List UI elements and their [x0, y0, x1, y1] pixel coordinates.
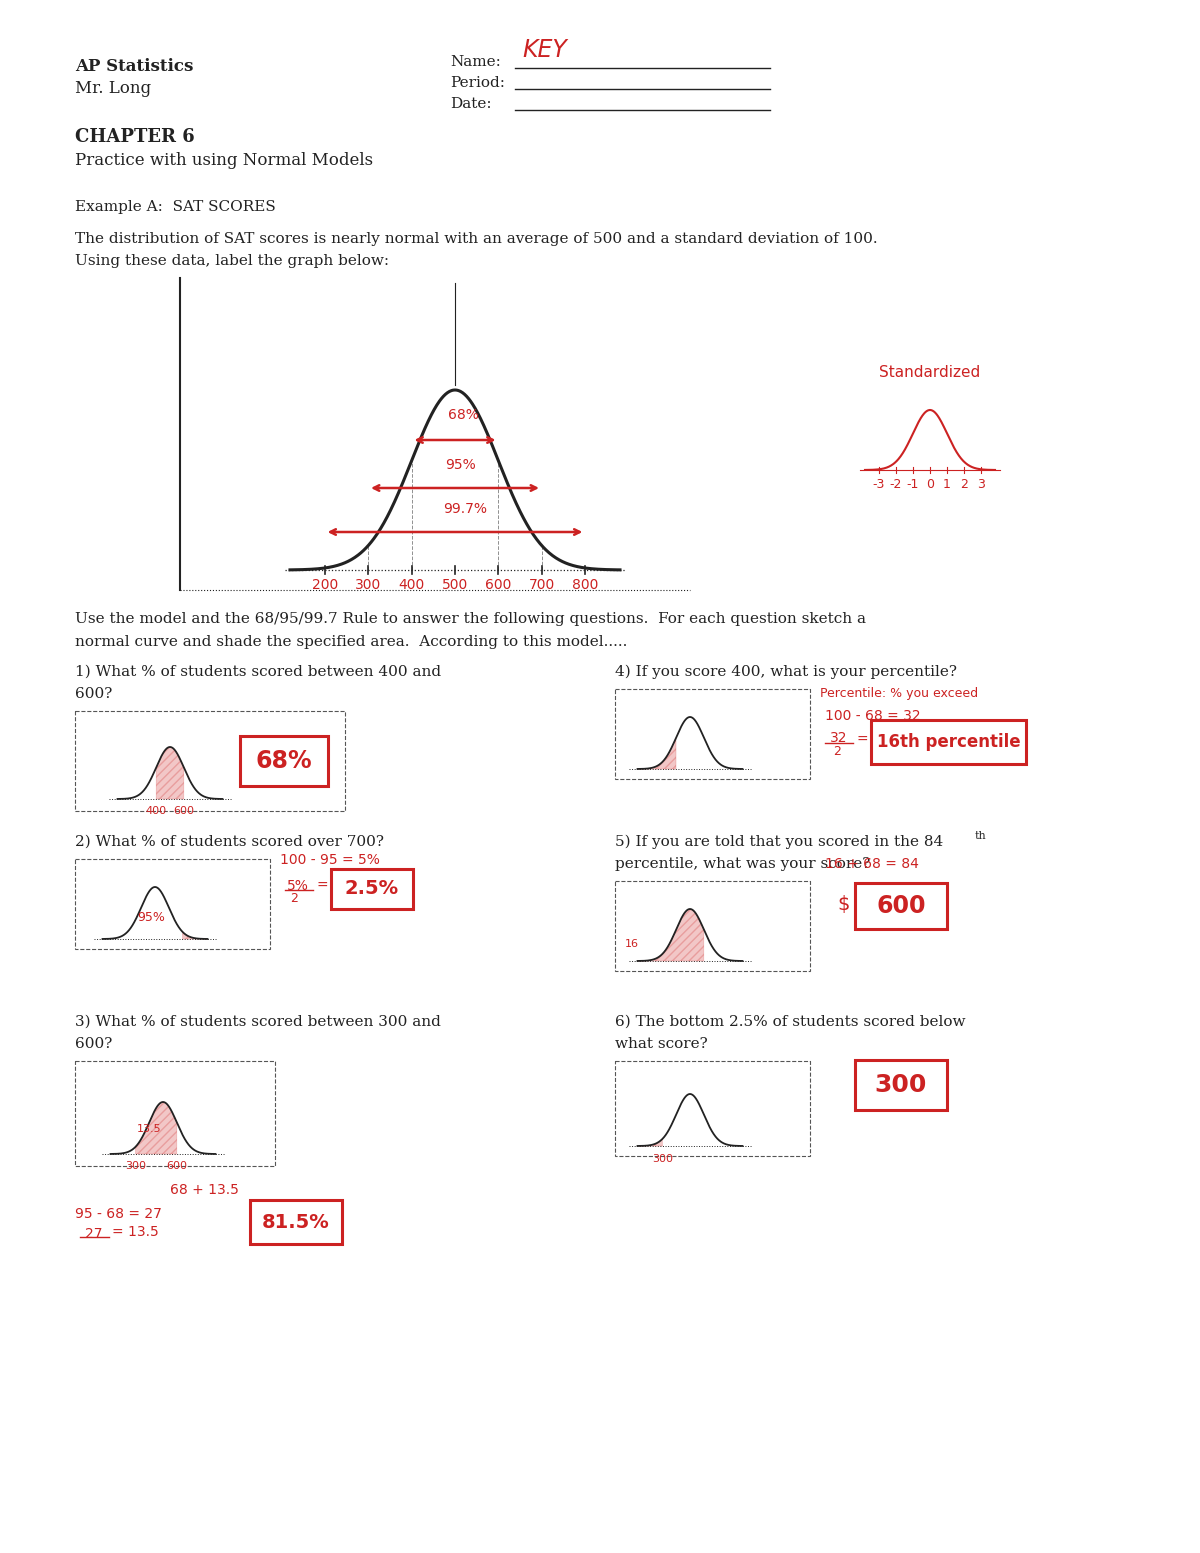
Text: 2.5%: 2.5%: [344, 879, 400, 899]
Text: 100 - 68 = 32: 100 - 68 = 32: [826, 710, 920, 724]
Text: th: th: [974, 831, 986, 842]
Text: 600: 600: [485, 578, 511, 592]
Text: 400: 400: [398, 578, 425, 592]
Text: Name:: Name:: [450, 54, 500, 68]
Text: 300: 300: [355, 578, 382, 592]
Text: 400: 400: [145, 806, 167, 815]
Text: 4) If you score 400, what is your percentile?: 4) If you score 400, what is your percen…: [616, 665, 958, 679]
Text: Use the model and the 68/95/99.7 Rule to answer the following questions.  For ea: Use the model and the 68/95/99.7 Rule to…: [74, 612, 866, 626]
Bar: [74, 1061, 275, 1166]
Text: 27: 27: [85, 1227, 102, 1241]
Text: 300: 300: [125, 1162, 146, 1171]
Text: 0: 0: [926, 478, 934, 491]
Text: 800: 800: [572, 578, 599, 592]
Text: Mr. Long: Mr. Long: [74, 81, 151, 96]
Text: 1) What % of students scored between 400 and: 1) What % of students scored between 400…: [74, 665, 442, 679]
Text: KEY: KEY: [522, 37, 566, 62]
Text: 32: 32: [830, 731, 847, 745]
Text: 600: 600: [876, 895, 925, 918]
Text: 95%: 95%: [137, 912, 164, 924]
Text: Practice with using Normal Models: Practice with using Normal Models: [74, 152, 373, 169]
Bar: [871, 721, 1026, 764]
Text: 16th percentile: 16th percentile: [877, 733, 1020, 752]
Text: 99.7%: 99.7%: [443, 502, 487, 516]
Text: Date:: Date:: [450, 96, 492, 110]
Bar: [854, 884, 947, 929]
Text: 2) What % of students scored over 700?: 2) What % of students scored over 700?: [74, 836, 384, 849]
Text: =: =: [856, 733, 868, 747]
Text: 5%: 5%: [287, 879, 308, 893]
Text: normal curve and shade the specified area.  According to this model.....: normal curve and shade the specified are…: [74, 635, 628, 649]
Text: 600: 600: [173, 806, 194, 815]
Text: 1: 1: [943, 478, 952, 491]
Text: 6) The bottom 2.5% of students scored below: 6) The bottom 2.5% of students scored be…: [616, 1016, 966, 1030]
Bar: [616, 690, 810, 780]
Bar: [616, 881, 810, 971]
Text: Period:: Period:: [450, 76, 505, 90]
Text: 5) If you are told that you scored in the 84: 5) If you are told that you scored in th…: [616, 836, 943, 849]
Text: 300: 300: [652, 1154, 673, 1165]
Text: =: =: [316, 879, 328, 893]
Text: 100 - 95 = 5%: 100 - 95 = 5%: [280, 853, 380, 867]
Text: 3: 3: [977, 478, 985, 491]
Text: 16 + 68 = 84: 16 + 68 = 84: [826, 857, 919, 871]
Text: what score?: what score?: [616, 1037, 708, 1051]
Text: The distribution of SAT scores is nearly normal with an average of 500 and a sta: The distribution of SAT scores is nearly…: [74, 231, 877, 245]
Text: 200: 200: [312, 578, 338, 592]
Text: 16: 16: [625, 940, 640, 949]
Text: AP Statistics: AP Statistics: [74, 57, 193, 75]
Bar: [74, 711, 346, 811]
Text: 2: 2: [833, 745, 841, 758]
Text: 95%: 95%: [445, 458, 475, 472]
Bar: [616, 1061, 810, 1155]
Text: 600?: 600?: [74, 686, 113, 700]
Bar: [854, 1061, 947, 1110]
Text: percentile, what was your score?: percentile, what was your score?: [616, 857, 870, 871]
Bar: [74, 859, 270, 949]
Text: 600: 600: [167, 1162, 187, 1171]
Text: 2: 2: [960, 478, 968, 491]
Text: 95 - 68 = 27: 95 - 68 = 27: [74, 1207, 162, 1221]
Text: 13.5: 13.5: [137, 1124, 162, 1134]
Text: Percentile: % you exceed: Percentile: % you exceed: [820, 686, 978, 700]
Text: 300: 300: [875, 1073, 928, 1096]
Text: -1: -1: [907, 478, 919, 491]
Text: = 13.5: = 13.5: [112, 1225, 158, 1239]
Text: 500: 500: [442, 578, 468, 592]
Text: Standardized: Standardized: [880, 365, 980, 380]
Text: CHAPTER 6: CHAPTER 6: [74, 127, 194, 146]
Text: 68%: 68%: [256, 749, 312, 773]
Text: 81.5%: 81.5%: [262, 1213, 330, 1232]
Text: Using these data, label the graph below:: Using these data, label the graph below:: [74, 255, 389, 269]
Text: 68 + 13.5: 68 + 13.5: [170, 1183, 239, 1197]
Bar: [240, 736, 328, 786]
Text: 2: 2: [290, 891, 298, 905]
Text: $: $: [838, 895, 850, 915]
Text: 700: 700: [529, 578, 554, 592]
Text: 68%: 68%: [448, 408, 479, 422]
Text: -2: -2: [889, 478, 902, 491]
Bar: [331, 870, 413, 909]
Bar: [250, 1200, 342, 1244]
Text: 3) What % of students scored between 300 and: 3) What % of students scored between 300…: [74, 1016, 440, 1030]
Text: -3: -3: [872, 478, 884, 491]
Text: Example A:  SAT SCORES: Example A: SAT SCORES: [74, 200, 276, 214]
Text: 600?: 600?: [74, 1037, 113, 1051]
